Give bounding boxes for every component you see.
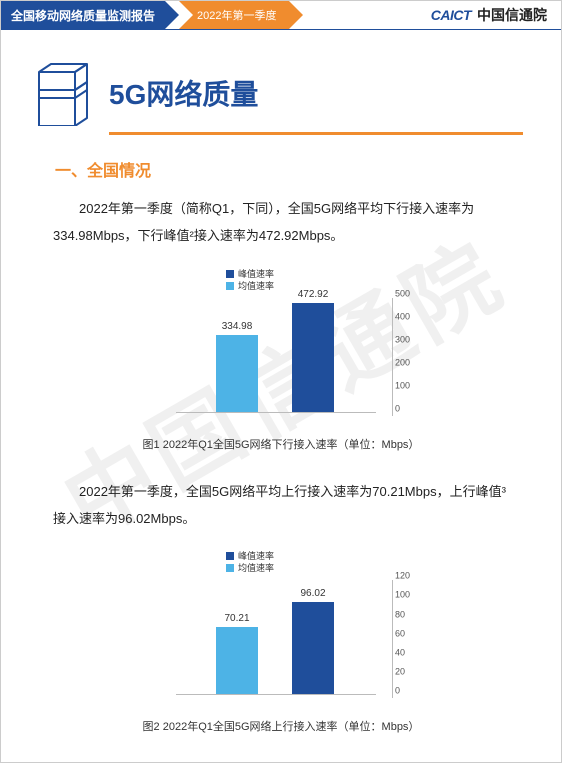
section-title: 5G网络质量 (109, 73, 258, 113)
chart-legend: 峰值速率 均值速率 (226, 268, 274, 292)
header-rule (1, 29, 561, 30)
chart-y-axis: 0100200300400500 (392, 298, 438, 416)
chart-plot: 70.21 96.02 (176, 580, 376, 695)
y-tick: 300 (395, 335, 410, 344)
chart-bar-label: 96.02 (300, 588, 325, 599)
legend-swatch-peak (226, 270, 234, 278)
y-tick: 500 (395, 289, 410, 298)
report-page: 中国信通院 全国移动网络质量监测报告 2022年第一季度 CAICT 中国信通院 (0, 0, 562, 763)
chart-bar: 472.92 (292, 303, 334, 412)
y-tick: 200 (395, 358, 410, 367)
chart-bar: 96.02 (292, 602, 334, 694)
legend-avg-label: 均值速率 (238, 280, 274, 292)
report-title-banner: 全国移动网络质量监测报告 (1, 1, 165, 29)
chart-plot: 334.98 472.92 (176, 298, 376, 413)
chart-bar-label: 70.21 (224, 613, 249, 624)
legend-swatch-avg (226, 564, 234, 572)
section-underline (109, 132, 523, 135)
chart-bar-label: 472.92 (298, 289, 329, 300)
y-tick: 0 (395, 687, 400, 696)
legend-avg: 均值速率 (226, 562, 274, 574)
chart-y-axis: 020406080100120 (392, 580, 438, 698)
y-tick: 100 (395, 381, 410, 390)
y-tick: 0 (395, 404, 400, 413)
section-number-icon (33, 60, 93, 126)
subsection-heading: 一、全国情况 (55, 157, 561, 181)
legend-peak-label: 峰值速率 (238, 550, 274, 562)
legend-avg-label: 均值速率 (238, 562, 274, 574)
section-header: 5G网络质量 (33, 60, 561, 126)
report-period: 2022年第一季度 (197, 7, 276, 23)
chart-2: 峰值速率 均值速率 70.21 96.02 0 20 40 60 80 100 120 图2 … (116, 550, 446, 734)
y-tick: 120 (395, 572, 410, 581)
y-tick: 400 (395, 312, 410, 321)
chart-legend: 峰值速率 均值速率 (226, 550, 274, 574)
chart-bar-label: 334.98 (222, 321, 253, 332)
org-name: 中国信通院 (477, 5, 547, 25)
paragraph-2: 2022年第一季度，全国5G网络平均上行接入速率为70.21Mbps，上行峰值³… (53, 478, 509, 533)
org-block: CAICT 中国信通院 (431, 1, 561, 29)
y-tick: 40 (395, 648, 405, 657)
page-header: 全国移动网络质量监测报告 2022年第一季度 CAICT 中国信通院 (1, 1, 561, 29)
y-tick: 80 (395, 610, 405, 619)
legend-peak-label: 峰值速率 (238, 268, 274, 280)
report-period-banner: 2022年第一季度 (179, 1, 288, 29)
paragraph-1: 2022年第一季度（简称Q1，下同），全国5G网络平均下行接入速率为334.98… (53, 195, 509, 250)
org-logo: CAICT (431, 7, 471, 23)
chart-2-caption: 图2 2022年Q1全国5G网络上行接入速率（单位：Mbps） (116, 718, 446, 734)
chart-bar: 70.21 (216, 627, 258, 694)
chart-bar: 334.98 (216, 335, 258, 412)
chart-1: 峰值速率 均值速率 334.98472.92 0100200300400500 … (116, 268, 446, 452)
legend-peak: 峰值速率 (226, 550, 274, 562)
legend-swatch-avg (226, 282, 234, 290)
legend-peak: 峰值速率 (226, 268, 274, 280)
legend-avg: 均值速率 (226, 280, 274, 292)
legend-swatch-peak (226, 552, 234, 560)
chart-1-caption: 图1 2022年Q1全国5G网络下行接入速率（单位：Mbps） (116, 436, 446, 452)
report-title: 全国移动网络质量监测报告 (11, 7, 155, 24)
y-tick: 100 (395, 591, 410, 600)
y-tick: 60 (395, 629, 405, 638)
y-tick: 20 (395, 668, 405, 677)
